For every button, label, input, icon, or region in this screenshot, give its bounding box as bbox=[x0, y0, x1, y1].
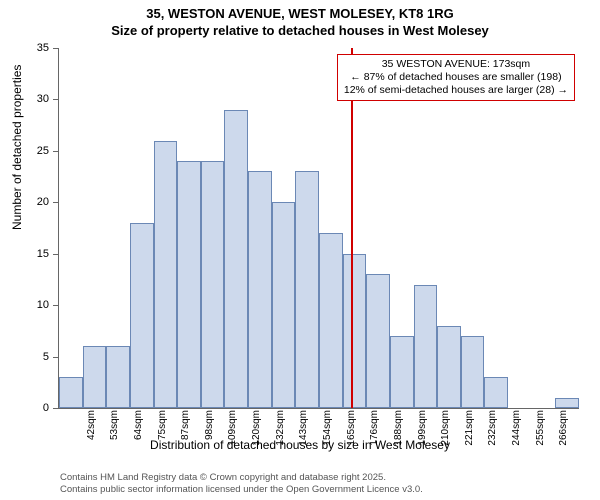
y-tick bbox=[53, 305, 59, 306]
y-tick bbox=[53, 48, 59, 49]
y-tick bbox=[53, 357, 59, 358]
annotation-box: 35 WESTON AVENUE: 173sqm← 87% of detache… bbox=[337, 54, 575, 101]
histogram-bar bbox=[437, 326, 461, 408]
histogram-bar bbox=[177, 161, 201, 408]
y-tick bbox=[53, 99, 59, 100]
annotation-line: 12% of semi-detached houses are larger (… bbox=[344, 84, 568, 97]
y-tick bbox=[53, 202, 59, 203]
histogram-bar bbox=[248, 171, 272, 408]
title-line-1: 35, WESTON AVENUE, WEST MOLESEY, KT8 1RG bbox=[0, 6, 600, 23]
y-tick bbox=[53, 151, 59, 152]
histogram-bar bbox=[201, 161, 225, 408]
y-tick-label: 0 bbox=[19, 402, 49, 414]
chart-container: 35, WESTON AVENUE, WEST MOLESEY, KT8 1RG… bbox=[0, 0, 600, 500]
title-line-2: Size of property relative to detached ho… bbox=[0, 23, 600, 40]
histogram-bar bbox=[272, 202, 296, 408]
histogram-bar bbox=[319, 233, 343, 408]
x-axis-label: Distribution of detached houses by size … bbox=[0, 438, 600, 452]
histogram-bar bbox=[83, 346, 107, 408]
y-tick-label: 15 bbox=[19, 248, 49, 260]
y-tick-label: 30 bbox=[19, 93, 49, 105]
histogram-bar bbox=[555, 398, 579, 408]
y-tick-label: 35 bbox=[19, 42, 49, 54]
histogram-bar bbox=[343, 254, 367, 408]
histogram-bar bbox=[366, 274, 390, 408]
histogram-bar bbox=[106, 346, 130, 408]
y-tick-label: 25 bbox=[19, 145, 49, 157]
annotation-line: 35 WESTON AVENUE: 173sqm bbox=[344, 58, 568, 71]
histogram-bar bbox=[295, 171, 319, 408]
histogram-bar bbox=[224, 110, 248, 408]
y-tick-label: 10 bbox=[19, 299, 49, 311]
subject-marker-line bbox=[351, 48, 353, 408]
y-tick bbox=[53, 254, 59, 255]
y-tick-label: 5 bbox=[19, 351, 49, 363]
histogram-bar bbox=[414, 285, 438, 408]
histogram-bar bbox=[59, 377, 83, 408]
attribution: Contains HM Land Registry data © Crown c… bbox=[60, 472, 423, 496]
histogram-bar bbox=[130, 223, 154, 408]
histogram-bar bbox=[390, 336, 414, 408]
histogram-bar bbox=[154, 141, 178, 408]
y-tick-label: 20 bbox=[19, 196, 49, 208]
y-tick bbox=[53, 408, 59, 409]
chart-title: 35, WESTON AVENUE, WEST MOLESEY, KT8 1RG… bbox=[0, 0, 600, 40]
attribution-line-1: Contains HM Land Registry data © Crown c… bbox=[60, 472, 423, 484]
histogram-bar bbox=[484, 377, 508, 408]
plot-area: 0510152025303542sqm53sqm64sqm75sqm87sqm9… bbox=[58, 48, 579, 409]
histogram-bar bbox=[461, 336, 485, 408]
annotation-line: ← 87% of detached houses are smaller (19… bbox=[344, 71, 568, 84]
attribution-line-2: Contains public sector information licen… bbox=[60, 484, 423, 496]
